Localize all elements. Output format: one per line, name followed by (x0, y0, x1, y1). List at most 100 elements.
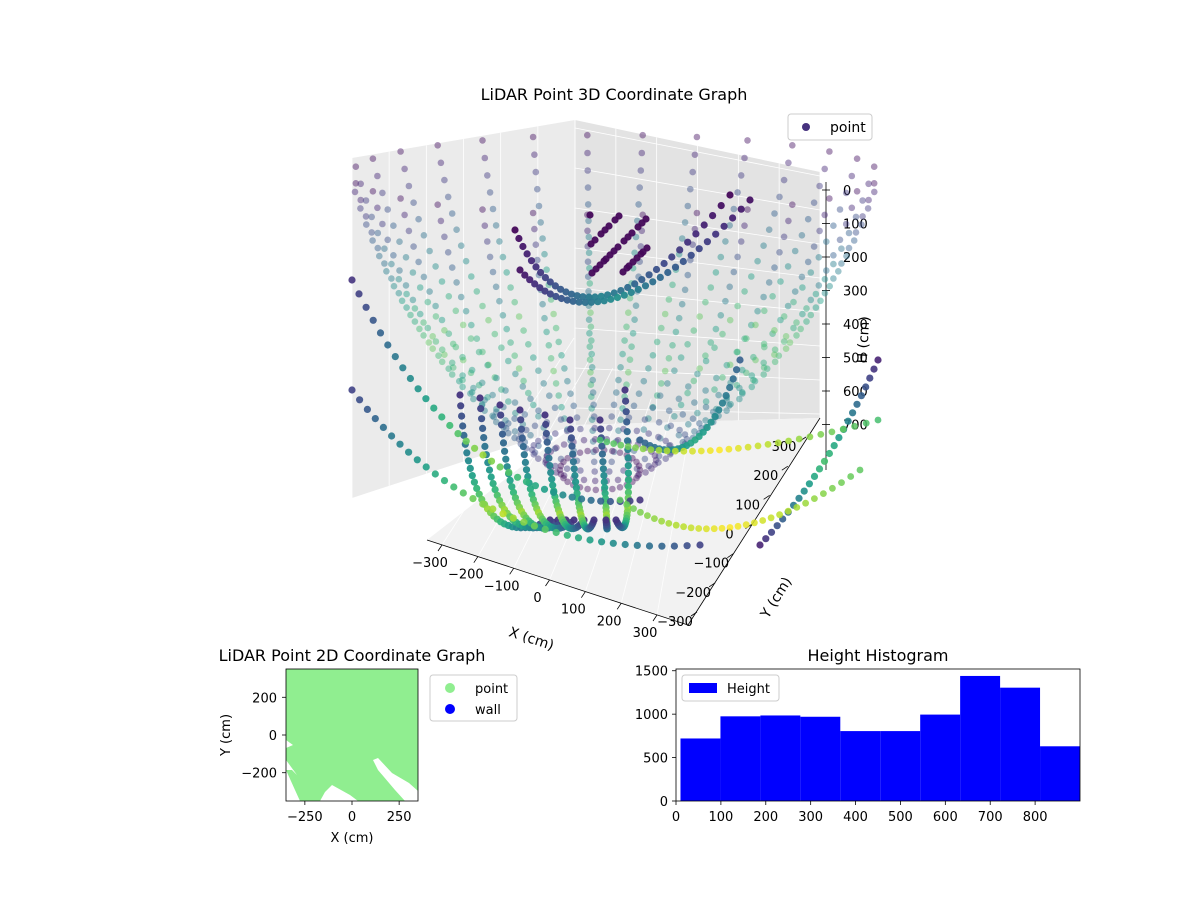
data-point (720, 222, 728, 230)
data-point (561, 365, 568, 372)
x-axis-label-3d: X (cm) (507, 624, 556, 654)
data-point (839, 425, 847, 433)
data-point (645, 462, 652, 470)
data-point (629, 330, 637, 337)
data-point (475, 381, 483, 389)
data-point (536, 284, 544, 292)
data-point (570, 402, 577, 410)
data-point (665, 520, 673, 527)
data-point (671, 447, 679, 455)
data-point (552, 324, 560, 332)
data-point (549, 481, 557, 489)
data-point (541, 287, 549, 295)
data-point (570, 516, 578, 524)
x-tick-3d (509, 568, 514, 575)
histogram-y-ticks: 0 500 1000 1500 (635, 665, 676, 810)
data-point (696, 313, 703, 320)
y-tick-3d (727, 553, 734, 558)
data-point (429, 345, 437, 353)
data-point (658, 380, 665, 387)
data-point (684, 202, 692, 210)
data-point (414, 385, 422, 393)
data-point (662, 437, 669, 445)
data-point (484, 394, 491, 401)
data-point (843, 252, 850, 260)
data-point (574, 534, 583, 542)
data-point (491, 374, 499, 381)
data-point (459, 372, 466, 379)
data-point (590, 516, 598, 524)
data-point (479, 137, 486, 144)
data-point (620, 237, 628, 245)
data-point (658, 542, 666, 550)
data-point (661, 310, 669, 318)
data-point (498, 430, 507, 438)
data-point (584, 447, 591, 455)
data-point (703, 525, 710, 533)
y-axis-label-3d: Y (cm) (757, 574, 795, 622)
data-point (584, 149, 591, 157)
x-tick-3d (545, 579, 550, 587)
data-point (625, 369, 632, 376)
data-point (600, 297, 608, 305)
data-point (830, 260, 837, 268)
data-point (676, 426, 683, 434)
y-tick-label-3d: −300 (657, 615, 693, 630)
data-point (774, 439, 782, 447)
data-point (754, 442, 762, 450)
data-point (662, 455, 669, 463)
data-point (463, 449, 471, 457)
data-point (352, 180, 360, 187)
data-point (696, 365, 703, 372)
data-point (445, 330, 453, 338)
data-point (668, 253, 676, 261)
data-point (579, 293, 587, 301)
data-point (520, 377, 527, 385)
data-point (613, 293, 622, 302)
data-point (664, 424, 671, 431)
data-point (624, 482, 633, 490)
histogram-frame (675, 668, 1081, 802)
data-point (448, 210, 456, 217)
data-point (726, 191, 734, 199)
data-point (600, 471, 608, 480)
data-point (614, 476, 622, 484)
histogram-x-tick-label: 400 (843, 810, 868, 825)
data-point (552, 380, 560, 387)
data-point (390, 252, 397, 259)
data-point (726, 283, 733, 291)
data-point (760, 293, 767, 301)
data-point (503, 463, 511, 471)
data-point (519, 443, 527, 451)
data-point (771, 346, 779, 354)
data-point (656, 273, 664, 281)
data-point (588, 337, 595, 344)
data-point (765, 226, 773, 233)
data-point (487, 473, 495, 481)
data-point (496, 238, 503, 245)
data-point (727, 400, 734, 408)
data-point (362, 303, 370, 311)
data-point (438, 346, 446, 354)
data-point (785, 437, 792, 445)
data-point (596, 436, 604, 444)
data-point (853, 400, 861, 408)
data-point (717, 312, 725, 319)
data-point (734, 302, 741, 310)
data-point (441, 176, 448, 184)
data-point (649, 278, 657, 286)
data-point (638, 276, 646, 284)
data-point (502, 417, 509, 424)
data-point (847, 473, 855, 480)
data-point (733, 381, 741, 389)
data-point (616, 496, 624, 504)
data-point (707, 339, 715, 346)
data-point (551, 404, 559, 412)
data-point (586, 356, 594, 364)
data-point (730, 268, 738, 276)
data-point (581, 298, 589, 306)
data-point (600, 478, 608, 486)
data-point (680, 447, 688, 455)
data-point (531, 280, 539, 288)
data-point (743, 369, 750, 377)
